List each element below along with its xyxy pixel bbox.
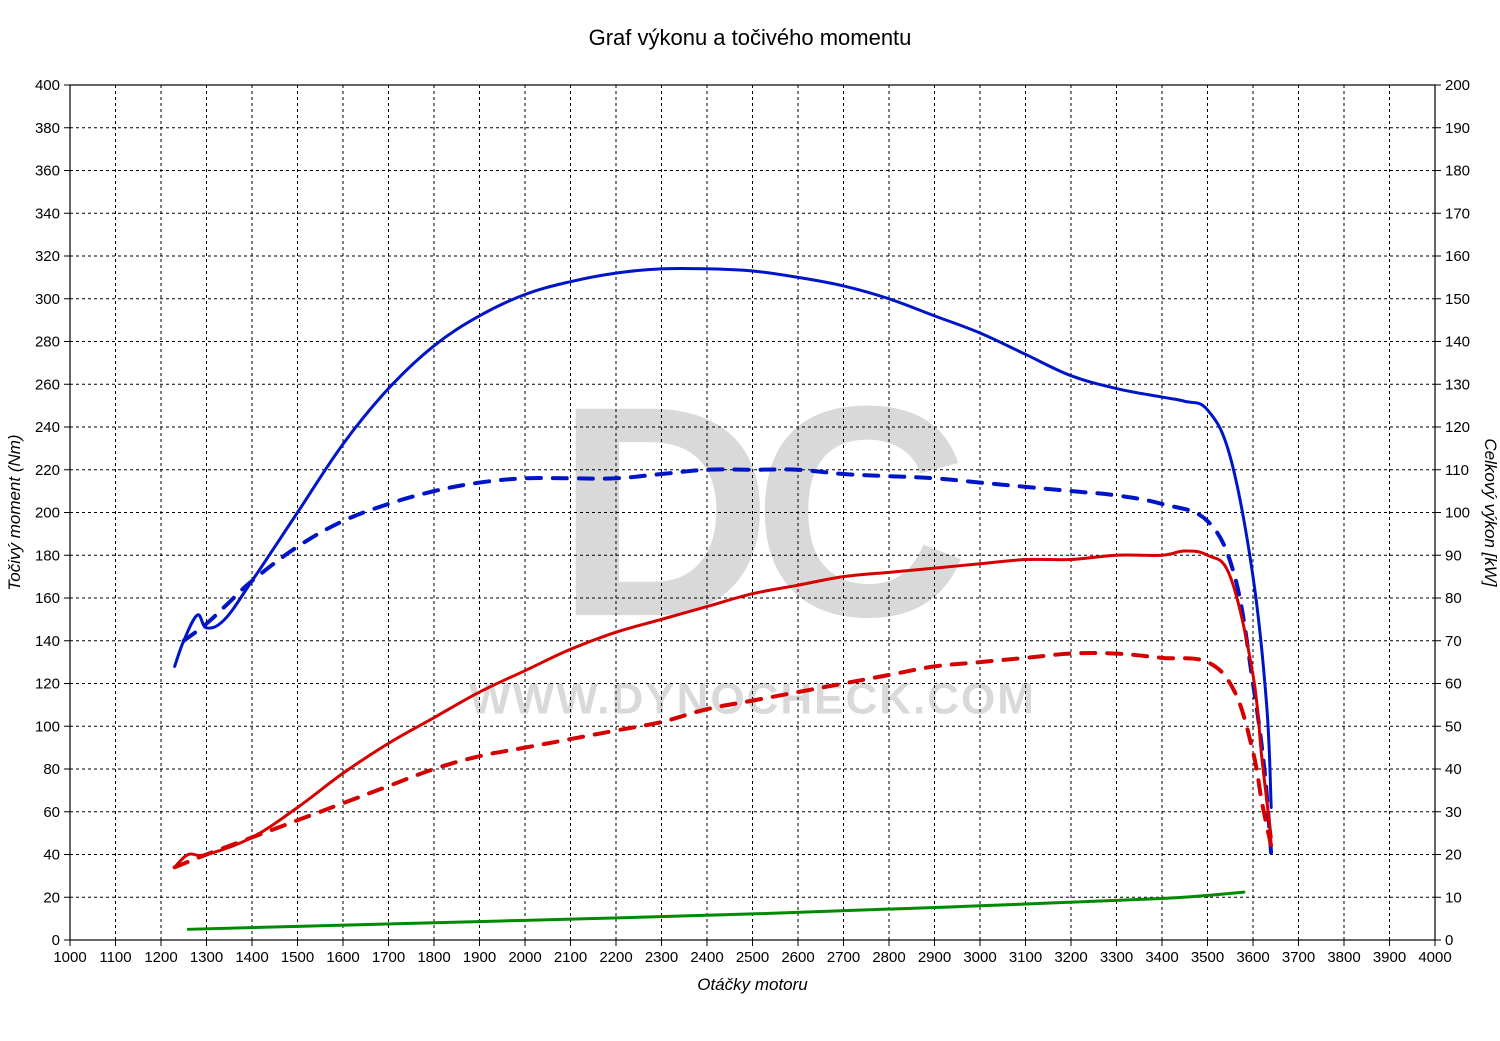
y-left-axis-label: Točivý moment (Nm) bbox=[5, 434, 24, 590]
y-right-tick-label: 170 bbox=[1445, 205, 1470, 222]
x-tick-label: 1600 bbox=[326, 949, 359, 966]
y-left-tick-label: 280 bbox=[35, 334, 60, 351]
y-left-tick-label: 320 bbox=[35, 248, 60, 265]
x-tick-label: 4000 bbox=[1418, 949, 1451, 966]
dyno-chart: Graf výkonu a točivého momentuDCWWW.DYNO… bbox=[0, 0, 1500, 1041]
x-axis-label: Otáčky motoru bbox=[697, 975, 808, 994]
y-right-tick-label: 60 bbox=[1445, 676, 1462, 693]
y-right-tick-label: 20 bbox=[1445, 847, 1462, 864]
svg-text:DC: DC bbox=[556, 343, 964, 679]
y-left-tick-label: 120 bbox=[35, 676, 60, 693]
y-right-axis-label: Celkový výkon [kW] bbox=[1481, 438, 1500, 588]
y-left-tick-label: 60 bbox=[43, 804, 60, 821]
x-tick-label: 3900 bbox=[1373, 949, 1406, 966]
y-left-tick-label: 220 bbox=[35, 462, 60, 479]
y-right-tick-label: 180 bbox=[1445, 163, 1470, 180]
x-tick-label: 3000 bbox=[963, 949, 996, 966]
y-left-tick-label: 0 bbox=[52, 932, 60, 949]
y-right-tick-label: 100 bbox=[1445, 505, 1470, 522]
x-tick-label: 3800 bbox=[1327, 949, 1360, 966]
y-left-tick-label: 260 bbox=[35, 376, 60, 393]
y-right-tick-label: 70 bbox=[1445, 633, 1462, 650]
y-left-tick-label: 240 bbox=[35, 419, 60, 436]
y-left-tick-label: 360 bbox=[35, 163, 60, 180]
x-tick-label: 2200 bbox=[599, 949, 632, 966]
x-tick-label: 3500 bbox=[1191, 949, 1224, 966]
y-left-tick-label: 340 bbox=[35, 205, 60, 222]
y-right-tick-label: 50 bbox=[1445, 718, 1462, 735]
x-tick-label: 1800 bbox=[417, 949, 450, 966]
x-tick-label: 2100 bbox=[554, 949, 587, 966]
x-tick-label: 1000 bbox=[53, 949, 86, 966]
x-tick-label: 1500 bbox=[281, 949, 314, 966]
x-tick-label: 3600 bbox=[1236, 949, 1269, 966]
x-tick-label: 2900 bbox=[918, 949, 951, 966]
x-tick-label: 1100 bbox=[99, 949, 131, 966]
x-tick-label: 2400 bbox=[690, 949, 723, 966]
y-left-tick-label: 40 bbox=[43, 847, 60, 864]
x-tick-label: 1300 bbox=[190, 949, 223, 966]
y-left-tick-label: 80 bbox=[43, 761, 60, 778]
x-tick-label: 3300 bbox=[1100, 949, 1133, 966]
y-left-tick-label: 300 bbox=[35, 291, 60, 308]
y-left-tick-label: 160 bbox=[35, 590, 60, 607]
x-tick-label: 2600 bbox=[781, 949, 814, 966]
y-right-tick-label: 120 bbox=[1445, 419, 1470, 436]
y-right-tick-label: 140 bbox=[1445, 334, 1470, 351]
x-tick-label: 2800 bbox=[872, 949, 905, 966]
y-right-tick-label: 200 bbox=[1445, 77, 1470, 94]
y-left-tick-label: 20 bbox=[43, 889, 60, 906]
x-tick-label: 1400 bbox=[235, 949, 268, 966]
y-right-tick-label: 80 bbox=[1445, 590, 1462, 607]
x-tick-label: 3100 bbox=[1009, 949, 1042, 966]
y-right-tick-label: 130 bbox=[1445, 376, 1470, 393]
x-tick-label: 3700 bbox=[1282, 949, 1315, 966]
x-tick-label: 3400 bbox=[1145, 949, 1178, 966]
y-left-tick-label: 380 bbox=[35, 120, 60, 137]
x-tick-label: 2500 bbox=[736, 949, 769, 966]
x-tick-label: 2300 bbox=[645, 949, 678, 966]
y-right-tick-label: 110 bbox=[1445, 462, 1469, 479]
y-left-tick-label: 140 bbox=[35, 633, 60, 650]
y-left-tick-label: 180 bbox=[35, 547, 60, 564]
y-right-tick-label: 40 bbox=[1445, 761, 1462, 778]
y-right-tick-label: 90 bbox=[1445, 547, 1462, 564]
y-right-tick-label: 150 bbox=[1445, 291, 1470, 308]
x-tick-label: 2000 bbox=[508, 949, 541, 966]
chart-title: Graf výkonu a točivého momentu bbox=[589, 25, 912, 50]
x-tick-label: 1900 bbox=[463, 949, 496, 966]
x-tick-label: 3200 bbox=[1054, 949, 1087, 966]
y-right-tick-label: 0 bbox=[1445, 932, 1453, 949]
y-right-tick-label: 10 bbox=[1445, 889, 1462, 906]
y-right-tick-label: 160 bbox=[1445, 248, 1470, 265]
x-tick-label: 2700 bbox=[827, 949, 860, 966]
y-left-tick-label: 100 bbox=[35, 718, 60, 735]
y-left-tick-label: 400 bbox=[35, 77, 60, 94]
y-right-tick-label: 190 bbox=[1445, 120, 1470, 137]
y-right-tick-label: 30 bbox=[1445, 804, 1462, 821]
x-tick-label: 1200 bbox=[144, 949, 177, 966]
x-tick-label: 1700 bbox=[372, 949, 405, 966]
y-left-tick-label: 200 bbox=[35, 505, 60, 522]
